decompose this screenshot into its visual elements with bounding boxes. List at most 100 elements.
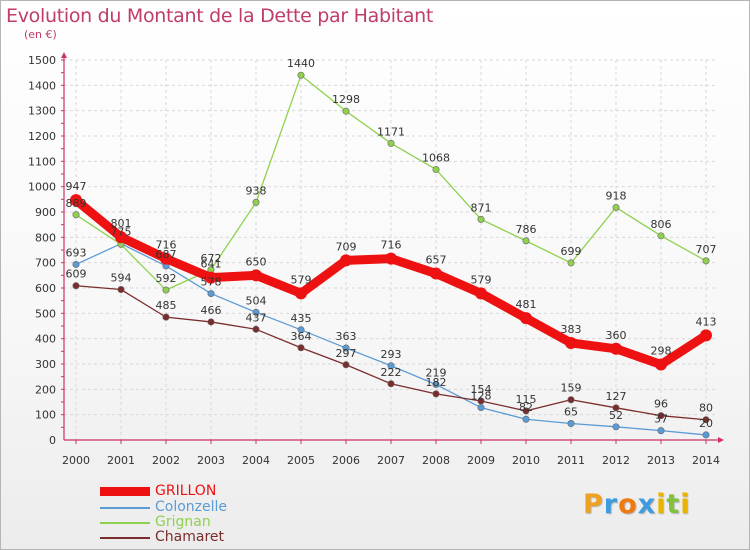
legend-label-colonzelle: Colonzelle (155, 499, 228, 515)
data-label-grignan: 699 (561, 245, 582, 258)
data-point-grillon (610, 342, 622, 355)
data-label-grillon: 947 (66, 180, 87, 193)
data-point-chamaret (702, 416, 710, 424)
proxiti-logo: Proxiti (583, 489, 691, 520)
legend-swatch-grillon (100, 487, 150, 496)
data-point-colonzelle (567, 420, 575, 428)
data-label-chamaret: 182 (426, 376, 447, 389)
data-point-grignan (567, 259, 575, 267)
data-point-grignan (657, 232, 665, 240)
data-point-grignan (162, 286, 170, 294)
data-point-grillon (655, 358, 667, 371)
y-tick-label: 1400 (28, 79, 56, 92)
data-point-colonzelle (612, 423, 620, 431)
data-point-grignan (72, 211, 80, 219)
data-label-colonzelle: 52 (609, 409, 623, 422)
data-label-grillon: 716 (156, 239, 177, 252)
data-point-grillon (700, 329, 712, 342)
legend-item-chamaret: Chamaret (100, 529, 320, 545)
logo-letter: t (666, 489, 681, 520)
data-point-grillon (475, 287, 487, 300)
data-label-grignan: 938 (246, 184, 267, 197)
data-point-colonzelle (252, 308, 260, 316)
data-point-colonzelle (702, 431, 710, 439)
data-label-grignan: 806 (651, 218, 672, 231)
y-tick-label: 700 (35, 257, 56, 270)
data-point-grillon (385, 252, 397, 265)
data-label-grillon: 709 (336, 240, 357, 253)
data-labels: 693 775 687 578 504 435 363 293 219 128 82 65 52 37 20… (66, 57, 717, 430)
data-label-chamaret: 222 (381, 366, 402, 379)
x-tick-label: 2012 (602, 454, 630, 467)
data-label-grillon: 650 (246, 255, 267, 268)
data-label-chamaret: 159 (561, 382, 582, 395)
data-label-grignan: 786 (516, 223, 537, 236)
data-point-grillon (295, 287, 307, 300)
data-point-chamaret (342, 361, 350, 369)
legend-label-grignan: Grignan (155, 514, 211, 530)
legend-label-chamaret: Chamaret (155, 529, 224, 545)
data-point-chamaret (252, 325, 260, 333)
y-tick-label: 900 (35, 206, 56, 219)
logo-letter: i (680, 489, 691, 520)
data-label-grillon: 360 (606, 329, 627, 342)
x-tick-label: 2001 (107, 454, 135, 467)
data-label-colonzelle: 128 (471, 390, 492, 403)
y-tick-label: 400 (35, 333, 56, 346)
data-point-chamaret (567, 396, 575, 404)
data-label-chamaret: 485 (156, 299, 177, 312)
data-label-grillon: 481 (516, 298, 537, 311)
axes (61, 52, 724, 444)
legend-swatch-chamaret (100, 537, 150, 539)
data-label-grillon: 298 (651, 345, 672, 358)
legend-item-colonzelle: Colonzelle (100, 499, 320, 515)
data-point-colonzelle (72, 260, 80, 268)
y-tick-label: 1300 (28, 105, 56, 118)
data-label-chamaret: 115 (516, 393, 537, 406)
data-label-colonzelle: 37 (654, 413, 668, 426)
x-tick-label: 2002 (152, 454, 180, 467)
data-label-grignan: 1440 (287, 57, 315, 70)
logo-letter: o (618, 489, 638, 520)
data-point-chamaret (387, 380, 395, 388)
data-label-grignan: 672 (201, 252, 222, 265)
data-point-grignan (702, 257, 710, 265)
y-tick-label: 100 (35, 409, 56, 422)
data-label-grillon: 413 (696, 315, 717, 328)
data-label-grillon: 657 (426, 254, 447, 267)
legend-item-grillon: GRILLON (100, 483, 320, 499)
data-point-chamaret (297, 344, 305, 352)
data-label-grignan: 871 (471, 201, 492, 214)
data-label-grillon: 716 (381, 239, 402, 252)
y-tick-label: 0 (49, 434, 56, 447)
data-label-chamaret: 437 (246, 311, 267, 324)
logo-letter: i (656, 489, 667, 520)
data-label-grignan: 918 (606, 189, 627, 202)
data-point-grignan (522, 237, 530, 245)
x-tick-label: 2004 (242, 454, 270, 467)
y-tick-label: 1200 (28, 130, 56, 143)
data-point-colonzelle (432, 381, 440, 389)
data-label-grignan: 1171 (377, 125, 405, 138)
data-label-colonzelle: 687 (156, 248, 177, 261)
data-point-chamaret (72, 282, 80, 290)
data-point-chamaret (207, 318, 215, 326)
data-point-chamaret (522, 407, 530, 415)
data-point-colonzelle (657, 427, 665, 435)
x-tick-label: 2007 (377, 454, 405, 467)
data-label-chamaret: 127 (606, 390, 627, 403)
y-tick-label: 300 (35, 358, 56, 371)
data-point-colonzelle (297, 326, 305, 334)
data-label-grignan: 1068 (422, 151, 450, 164)
data-point-colonzelle (387, 362, 395, 370)
data-label-colonzelle: 65 (564, 406, 578, 419)
data-label-colonzelle: 82 (519, 401, 533, 414)
data-label-grignan: 889 (66, 197, 87, 210)
data-point-grillon (70, 194, 82, 207)
data-point-grillon (565, 336, 577, 349)
y-tick-label: 1100 (28, 155, 56, 168)
legend-label-grillon: GRILLON (155, 483, 217, 499)
x-tick-label: 2010 (512, 454, 540, 467)
data-point-grillon (340, 254, 352, 267)
y-tick-label: 500 (35, 307, 56, 320)
